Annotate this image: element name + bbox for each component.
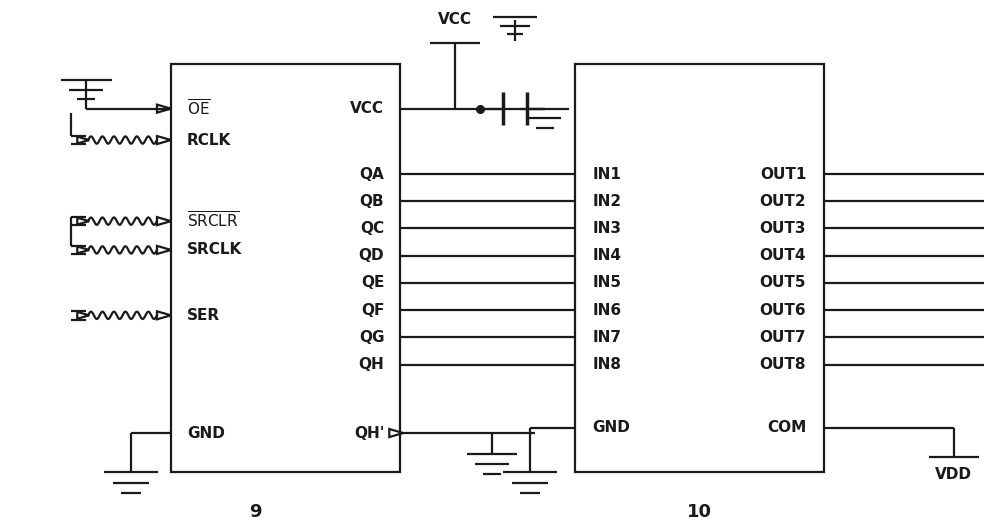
Text: QA: QA xyxy=(360,167,384,181)
Text: SER: SER xyxy=(187,308,220,323)
Text: IN7: IN7 xyxy=(593,330,622,345)
Text: IN1: IN1 xyxy=(593,167,622,181)
Text: IN8: IN8 xyxy=(593,357,622,372)
Text: QE: QE xyxy=(361,276,384,290)
Text: QD: QD xyxy=(359,248,384,263)
Text: IN5: IN5 xyxy=(593,276,622,290)
Text: OUT6: OUT6 xyxy=(760,302,806,318)
Text: QG: QG xyxy=(359,330,384,345)
Text: OUT1: OUT1 xyxy=(760,167,806,181)
Text: QH: QH xyxy=(359,357,384,372)
Text: IN4: IN4 xyxy=(593,248,622,263)
Text: VDD: VDD xyxy=(935,468,972,482)
Text: GND: GND xyxy=(187,426,225,441)
Text: RCLK: RCLK xyxy=(187,133,231,147)
Text: COM: COM xyxy=(767,420,806,436)
Text: QB: QB xyxy=(360,194,384,209)
Text: $\overline{\rm OE}$: $\overline{\rm OE}$ xyxy=(187,98,211,119)
Text: OUT7: OUT7 xyxy=(760,330,806,345)
Text: QH': QH' xyxy=(354,426,384,441)
Text: IN6: IN6 xyxy=(593,302,622,318)
Text: OUT8: OUT8 xyxy=(760,357,806,372)
Text: $\overline{\rm SRCLR}$: $\overline{\rm SRCLR}$ xyxy=(187,211,239,231)
Text: QC: QC xyxy=(360,221,384,236)
Text: OUT3: OUT3 xyxy=(760,221,806,236)
Text: OUT2: OUT2 xyxy=(760,194,806,209)
Text: GND: GND xyxy=(593,420,631,436)
Text: 9: 9 xyxy=(249,502,262,521)
Text: IN3: IN3 xyxy=(593,221,622,236)
Text: IN2: IN2 xyxy=(593,194,622,209)
Text: OUT5: OUT5 xyxy=(760,276,806,290)
Text: OUT4: OUT4 xyxy=(760,248,806,263)
Text: 10: 10 xyxy=(687,502,712,521)
Text: QF: QF xyxy=(361,302,384,318)
Text: SRCLK: SRCLK xyxy=(187,242,242,257)
Text: VCC: VCC xyxy=(350,101,384,116)
Text: VCC: VCC xyxy=(438,12,472,27)
